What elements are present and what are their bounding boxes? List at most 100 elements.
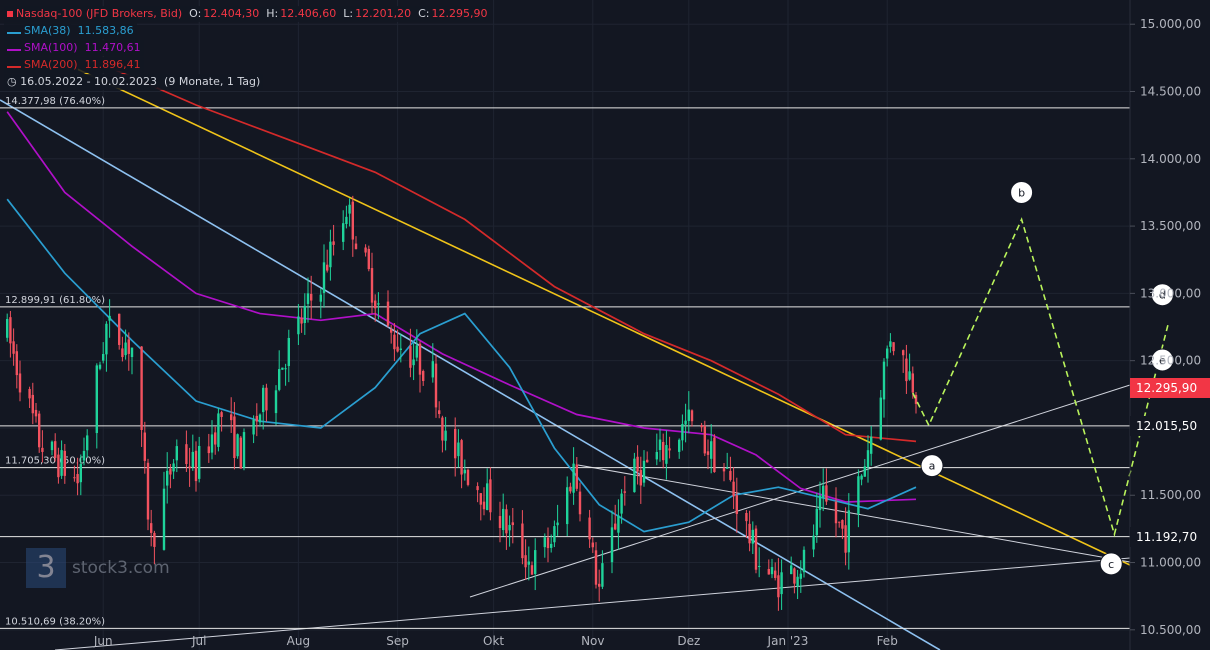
- x-tick-label: Sep: [386, 634, 409, 648]
- watermark-text: stock3.com: [72, 558, 170, 578]
- candle-body: [28, 389, 31, 399]
- candle-body: [722, 468, 726, 472]
- sma200-line: [102, 63, 917, 443]
- candle-body: [774, 570, 777, 578]
- candle-body: [233, 416, 236, 459]
- candle-body: [297, 316, 300, 335]
- candle-body: [678, 439, 681, 452]
- candle-body: [476, 486, 479, 491]
- candle-body: [745, 513, 748, 522]
- ohlc-h: 12.406,60: [278, 6, 337, 20]
- candle-body: [553, 526, 556, 543]
- candle-body: [431, 361, 434, 378]
- candle-body: [521, 523, 524, 559]
- candle-body: [530, 565, 534, 575]
- candle-body: [422, 370, 425, 381]
- candle-body: [127, 339, 130, 354]
- wave-label-b: b: [1018, 186, 1025, 199]
- candle-body: [566, 487, 569, 525]
- candle-body: [76, 474, 79, 484]
- candle-body: [889, 341, 892, 347]
- candle-body: [863, 466, 866, 477]
- x-tick-label: Aug: [287, 634, 310, 648]
- candle-body: [556, 522, 559, 526]
- legend: Nasdaq-100 (JFD Brokers, Bid) O: 12.404,3…: [4, 5, 491, 90]
- candle-body: [796, 576, 799, 587]
- x-tick-label: Jul: [191, 634, 206, 648]
- candle-body: [412, 359, 415, 366]
- fib-label: 10.510,69 (38.20%): [5, 616, 105, 627]
- candle-body: [770, 567, 774, 575]
- candle-body: [524, 555, 527, 568]
- candle-body: [210, 434, 214, 453]
- candle-body: [217, 413, 220, 447]
- candle-body: [703, 425, 706, 454]
- candle-body: [598, 583, 601, 587]
- candle-body: [60, 450, 63, 476]
- candle-body: [444, 430, 447, 441]
- sma200-swatch: [7, 65, 21, 68]
- candle-body: [73, 477, 76, 479]
- candle-body: [454, 429, 457, 459]
- candle-body: [822, 485, 825, 498]
- ohlc-o-key: O:: [189, 6, 202, 20]
- candle-body: [591, 542, 594, 548]
- candle-body: [278, 369, 281, 390]
- candle-body: [124, 342, 127, 356]
- candle-body: [543, 537, 546, 548]
- legend-ohlc-row: Nasdaq-100 (JFD Brokers, Bid) O: 12.404,3…: [4, 5, 491, 22]
- candle-body: [594, 550, 598, 585]
- candle-body: [319, 294, 322, 302]
- trendlines: [0, 67, 1131, 650]
- trendline-blue: [0, 99, 941, 650]
- y-tick-label: 14.000,00: [1140, 152, 1201, 166]
- candle-body: [847, 510, 850, 553]
- candle-body: [86, 435, 89, 451]
- candle-body: [274, 390, 278, 414]
- legend-range[interactable]: ◷ 16.05.2022 - 10.02.2023 (9 Monate, 1 T…: [4, 73, 490, 90]
- sma200-name: SMA(200): [24, 57, 78, 71]
- candle-body: [479, 493, 482, 505]
- candle-body: [802, 549, 806, 573]
- candle-body: [258, 414, 262, 423]
- legend-sma100[interactable]: SMA(100) 11.470,61: [4, 39, 490, 56]
- candle-body: [575, 464, 578, 489]
- candle-body: [262, 387, 265, 413]
- legend-sma200[interactable]: SMA(200) 11.896,41: [4, 56, 490, 73]
- ohlc-c-key: C:: [418, 6, 430, 20]
- candle-body: [841, 519, 844, 529]
- candle-body: [790, 565, 793, 575]
- candle-body: [844, 525, 847, 553]
- candle-body: [684, 420, 687, 425]
- x-tick-label: Okt: [483, 634, 504, 648]
- candle-body: [511, 522, 514, 526]
- price-tag: 12.295,90: [1130, 378, 1210, 399]
- candle-body: [54, 441, 57, 458]
- candle-body: [751, 529, 754, 544]
- candle-body: [239, 437, 242, 469]
- candle-body: [892, 342, 895, 352]
- candle-body: [662, 441, 665, 461]
- candle-body: [866, 450, 870, 468]
- wave-label-circle: [1099, 552, 1123, 576]
- sma38-line: [6, 198, 917, 533]
- candle-body: [390, 329, 393, 333]
- candle-body: [31, 394, 34, 414]
- candle-body: [726, 467, 729, 469]
- wave-label-c: c: [1108, 558, 1114, 571]
- candle-body: [281, 367, 284, 370]
- legend-sma38[interactable]: SMA(38) 11.583,86: [4, 22, 490, 39]
- candle-body: [220, 412, 223, 417]
- candle-body: [105, 323, 108, 355]
- candle-body: [610, 527, 614, 563]
- candle-body: [655, 451, 658, 460]
- trendline-rising: [469, 384, 1131, 598]
- candle-body: [914, 394, 918, 404]
- projection-path: [912, 217, 1170, 538]
- candle-body: [482, 501, 486, 510]
- candle-body: [18, 373, 22, 393]
- candle-body: [198, 445, 201, 479]
- candle-body: [409, 346, 412, 368]
- watermark: 3 stock3.com: [26, 548, 170, 588]
- y-tick-label: 10.500,00: [1140, 623, 1201, 637]
